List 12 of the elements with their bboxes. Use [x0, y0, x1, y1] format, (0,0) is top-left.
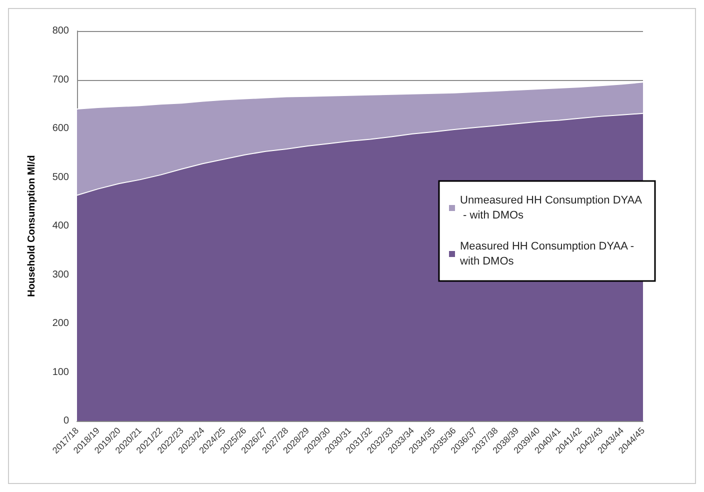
y-tick-label: 300 — [52, 269, 70, 280]
y-tick-label: 500 — [52, 172, 70, 183]
y-tick-label: 400 — [52, 220, 70, 232]
y-tick-label: 800 — [52, 26, 70, 36]
y-tick-label: 700 — [52, 74, 70, 86]
legend-label: Measured HH Consumption DYAA - with DMOs — [459, 240, 638, 268]
y-axis-title: Household Consumption Ml/d — [26, 155, 38, 297]
legend-label: Unmeasured HH Consumption DYAA - with DMOs — [460, 194, 643, 222]
y-tick-label: 0 — [63, 416, 70, 426]
y-tick-label: 100 — [52, 366, 70, 378]
y-tick-label: 200 — [52, 318, 70, 329]
y-tick-label: 600 — [52, 123, 70, 134]
